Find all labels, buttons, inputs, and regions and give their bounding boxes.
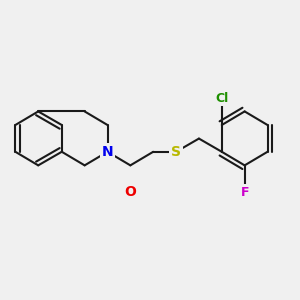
Text: S: S [171, 145, 181, 159]
Text: Cl: Cl [215, 92, 228, 105]
Text: N: N [102, 145, 113, 159]
Text: F: F [240, 186, 249, 199]
Text: O: O [124, 185, 136, 199]
